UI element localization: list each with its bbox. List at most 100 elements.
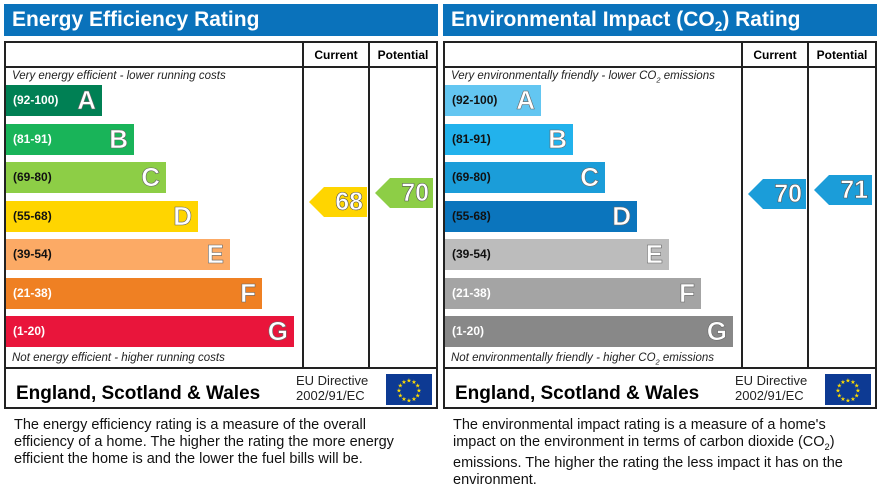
band-range: (55-68) (452, 208, 491, 223)
band-f: (21-38) F (445, 277, 701, 309)
band-letter: D (612, 200, 631, 231)
eu-flag-icon: ★ ★ ★ ★ ★ ★ ★ ★ ★ ★ ★ ★ (825, 374, 871, 405)
band-letter: B (109, 123, 128, 154)
band-range: (1-20) (13, 324, 46, 338)
band-range: (92-100) (13, 93, 59, 107)
top-caption: Very environmentally friendly - lower CO… (451, 70, 715, 85)
band-g: (1-20) G (6, 316, 294, 347)
current-rating-value: 68 (335, 188, 363, 217)
band-range: (69-80) (452, 170, 491, 184)
rating-table: Current Potential Very energy efficient … (4, 41, 438, 409)
band-letter: A (77, 85, 96, 116)
svg-text:★: ★ (854, 393, 859, 400)
band-range: (55-68) (13, 208, 52, 223)
band-letter: D (173, 200, 192, 231)
region-label: England, Scotland & Wales (16, 383, 261, 404)
eu-directive: EU Directive 2002/91/EC (735, 373, 807, 403)
band-range: (92-100) (452, 93, 498, 107)
divider (807, 43, 809, 369)
band-range: (39-54) (13, 247, 52, 261)
directive-line: EU Directive (735, 373, 808, 388)
band-range: (81-91) (13, 131, 52, 146)
band-e: (39-54) E (445, 239, 669, 270)
band-b: (81-91) B (6, 123, 134, 155)
divider (741, 43, 743, 369)
band-a: (92-100) A (6, 85, 102, 116)
band-e: (39-54) E (6, 239, 230, 270)
svg-text:★: ★ (396, 388, 401, 395)
description: The environmental impact rating is a mea… (453, 417, 843, 488)
potential-rating-value: 71 (840, 176, 868, 205)
divider (445, 66, 875, 68)
svg-text:★: ★ (401, 379, 406, 386)
energy-efficiency-panel: Energy Efficiency Rating Current Potenti… (4, 0, 438, 493)
eu-flag-icon: ★ ★ ★ ★ ★ ★ ★ ★ ★ ★ ★ ★ (386, 374, 432, 405)
divider (6, 66, 436, 68)
band-letter: F (240, 277, 256, 308)
top-caption: Very energy efficient - lower running co… (12, 70, 226, 82)
svg-text:★: ★ (850, 396, 855, 403)
divider (302, 43, 304, 369)
divider (445, 367, 875, 369)
svg-text:★: ★ (406, 398, 411, 405)
svg-text:★: ★ (840, 379, 845, 386)
band-f: (21-38) F (6, 277, 262, 309)
bottom-caption: Not environmentally friendly - higher CO… (451, 352, 715, 367)
svg-text:★: ★ (855, 388, 860, 395)
current-rating-arrow: 70 (748, 179, 806, 209)
rating-table: Current Potential Very environmentally f… (443, 41, 877, 409)
bottom-caption: Not energy efficient - higher running co… (12, 352, 225, 364)
svg-text:★: ★ (411, 379, 416, 386)
band-g: (1-20) G (445, 316, 733, 347)
svg-text:★: ★ (840, 396, 845, 403)
band-letter: E (645, 239, 663, 270)
column-header-potential: Potential (377, 48, 429, 62)
svg-text:★: ★ (415, 383, 420, 390)
band-c: (69-80) C (445, 162, 605, 193)
column-header-potential: Potential (816, 48, 868, 62)
band-letter: C (141, 162, 160, 193)
current-rating-arrow: 68 (309, 187, 367, 217)
band-letter: A (516, 85, 535, 116)
band-d: (55-68) D (6, 200, 198, 232)
svg-text:★: ★ (837, 383, 842, 390)
divider (6, 367, 436, 369)
band-range: (81-91) (452, 131, 491, 146)
svg-text:★: ★ (845, 398, 850, 405)
band-b: (81-91) B (445, 123, 573, 155)
svg-text:★: ★ (837, 393, 842, 400)
band-letter: G (267, 316, 288, 347)
band-letter: C (580, 162, 599, 193)
band-letter: G (706, 316, 727, 347)
svg-text:★: ★ (854, 383, 859, 390)
divider (368, 43, 370, 369)
band-range: (21-38) (13, 285, 52, 300)
band-range: (21-38) (452, 285, 491, 300)
band-letter: B (548, 123, 567, 154)
band-letter: F (679, 277, 695, 308)
potential-rating-arrow: 70 (375, 178, 433, 208)
svg-text:★: ★ (401, 396, 406, 403)
directive-line: EU Directive (296, 373, 369, 388)
svg-text:★: ★ (398, 383, 403, 390)
band-d: (55-68) D (445, 200, 637, 232)
current-rating-value: 70 (774, 180, 802, 209)
svg-text:★: ★ (415, 393, 420, 400)
panel-title: Energy Efficiency Rating (4, 4, 438, 36)
band-c: (69-80) C (6, 162, 166, 193)
band-a: (92-100) A (445, 85, 541, 116)
region-label: England, Scotland & Wales (455, 383, 700, 404)
environmental-impact-panel: Environmental Impact (CO2) Rating Curren… (443, 0, 877, 493)
panel-title: Environmental Impact (CO2) Rating (443, 4, 877, 36)
description: The energy efficiency rating is a measur… (14, 417, 394, 467)
eu-directive: EU Directive 2002/91/EC (296, 373, 368, 403)
band-range: (1-20) (452, 324, 485, 338)
potential-rating-arrow: 71 (814, 175, 872, 205)
band-range: (69-80) (13, 170, 52, 184)
svg-text:★: ★ (845, 378, 850, 385)
directive-number: 2002/91/EC (735, 388, 804, 403)
directive-number: 2002/91/EC (296, 388, 365, 403)
potential-rating-value: 70 (401, 179, 429, 208)
svg-text:★: ★ (835, 388, 840, 395)
band-range: (39-54) (452, 247, 491, 261)
